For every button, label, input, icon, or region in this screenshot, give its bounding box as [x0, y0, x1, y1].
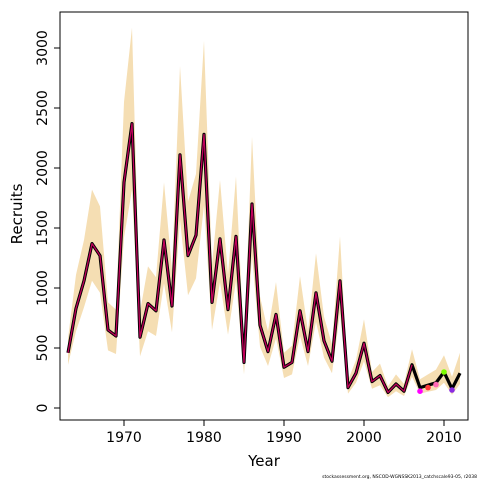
x-tick-label-2010: 2010: [426, 430, 462, 446]
x-tick-label-2000: 2000: [346, 430, 382, 446]
x-tick-label-1980: 1980: [186, 430, 222, 446]
y-tick-label-1000: 1000: [35, 270, 51, 306]
confidence-band: [68, 27, 460, 398]
retro-point-2007: [417, 388, 423, 395]
retro-point-2009: [433, 381, 439, 388]
x-axis: 1970 1980 1990 2000 2010: [106, 420, 462, 446]
retrospective-points: [417, 369, 455, 395]
retro-point-2008: [425, 384, 431, 391]
retrospective-overlay-line: [67, 122, 413, 394]
plot-frame: [59, 11, 469, 421]
x-tick-label-1970: 1970: [106, 430, 142, 446]
y-tick-label-500: 500: [35, 335, 51, 362]
footnote: stockassessment.org, NSCOD-WGNSSK2013_ca…: [322, 474, 477, 480]
y-tick-label-2000: 2000: [35, 150, 51, 186]
retro-point-2010: [441, 369, 447, 375]
y-tick-label-1500: 1500: [35, 210, 51, 246]
confidence-band-area: [68, 27, 460, 398]
x-axis-title: Year: [247, 452, 281, 470]
y-axis-title: Recruits: [8, 183, 26, 244]
recruits-line: [66, 121, 462, 394]
y-tick-label-3000: 3000: [35, 30, 51, 66]
y-axis: 0 500 1000 1500 2000 2500 3000: [35, 30, 60, 412]
y-tick-label-0: 0: [35, 404, 51, 413]
y-tick-label-2500: 2500: [35, 90, 51, 126]
x-tick-label-1990: 1990: [266, 430, 302, 446]
retro-point-2011: [449, 387, 455, 393]
